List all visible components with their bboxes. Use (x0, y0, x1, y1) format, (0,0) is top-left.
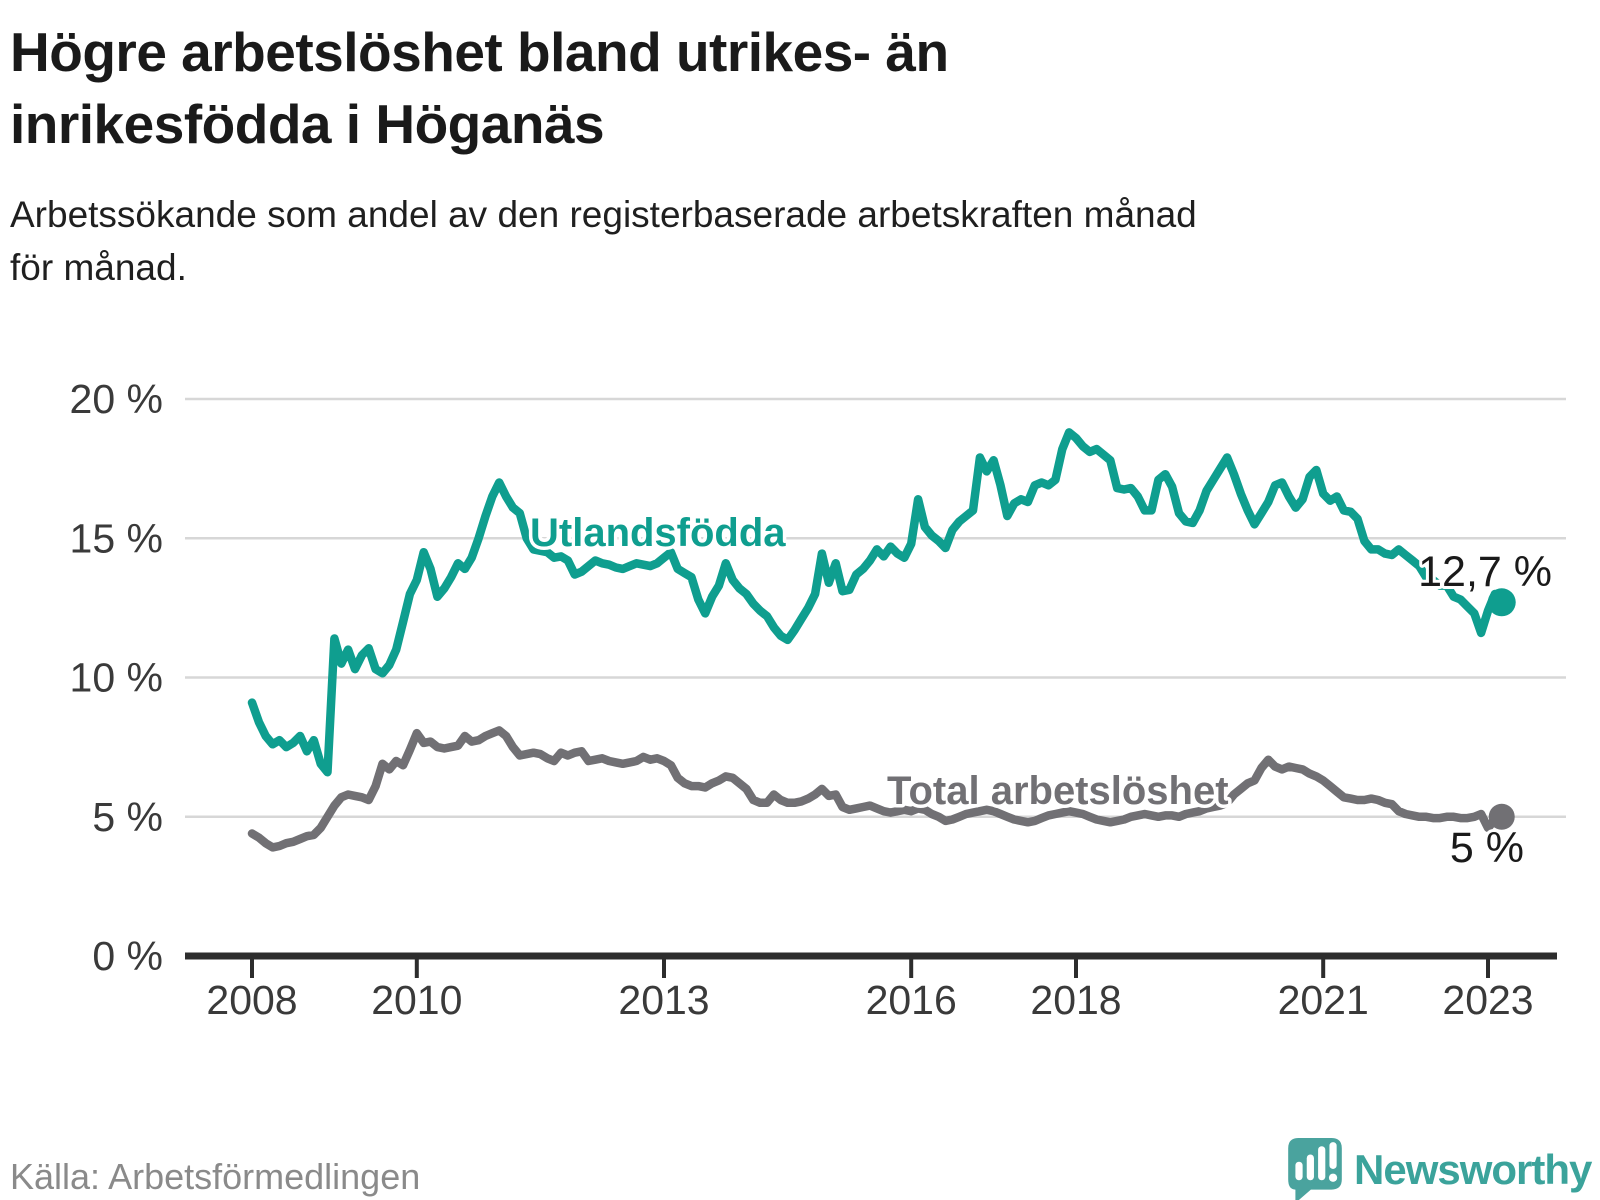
newsworthy-logo: Newsworthy (1288, 1138, 1592, 1200)
page-title: Högre arbetslöshet bland utrikes- än inri… (10, 16, 949, 160)
newsworthy-speech-bubble-bar-chart-icon (1288, 1138, 1342, 1200)
y-axis-label-20: 20 % (70, 376, 163, 422)
series-end-dot-utlandsfodda (1487, 588, 1516, 617)
newsworthy-logo-text: Newsworthy (1354, 1146, 1592, 1193)
series-line-total-arbetsloshet (247, 726, 1506, 852)
y-axis-label-5: 5 % (92, 794, 163, 840)
end-value-label-total-arbetsloshet: 5 % (1450, 824, 1524, 872)
x-axis-label-2010: 2010 (371, 977, 462, 1023)
end-value-label-utlandsfodda: 12,7 % (1418, 548, 1552, 596)
series-label-utlandsfodda: Utlandsfödda (530, 511, 786, 555)
title-line-2: inrikesfödda i Höganäs (10, 93, 605, 155)
x-axis-label-2023: 2023 (1442, 977, 1533, 1023)
y-axis-label-15: 15 % (70, 515, 163, 561)
y-axis-label-0: 0 % (92, 933, 163, 979)
x-axis-label-2021: 2021 (1278, 977, 1369, 1023)
y-axis-label-10: 10 % (70, 655, 163, 701)
x-axis-label-2016: 2016 (866, 977, 957, 1023)
title-line-1: Högre arbetslöshet bland utrikes- än (10, 21, 949, 83)
x-axis-label-2018: 2018 (1030, 977, 1121, 1023)
series-line-utlandsfodda (247, 428, 1506, 777)
page-subtitle: Arbetssökande som andel av den registerb… (10, 188, 1197, 294)
subtitle-line-1: Arbetssökande som andel av den registerb… (10, 194, 1197, 235)
x-axis-label-2013: 2013 (618, 977, 709, 1023)
source-note: Källa: Arbetsförmedlingen (10, 1156, 421, 1197)
series-label-total-arbetsloshet: Total arbetslöshet (887, 769, 1229, 813)
series-end-dot-total-arbetsloshet (1488, 803, 1515, 830)
subtitle-line-2: för månad. (10, 247, 187, 288)
x-axis-label-2008: 2008 (206, 977, 297, 1023)
